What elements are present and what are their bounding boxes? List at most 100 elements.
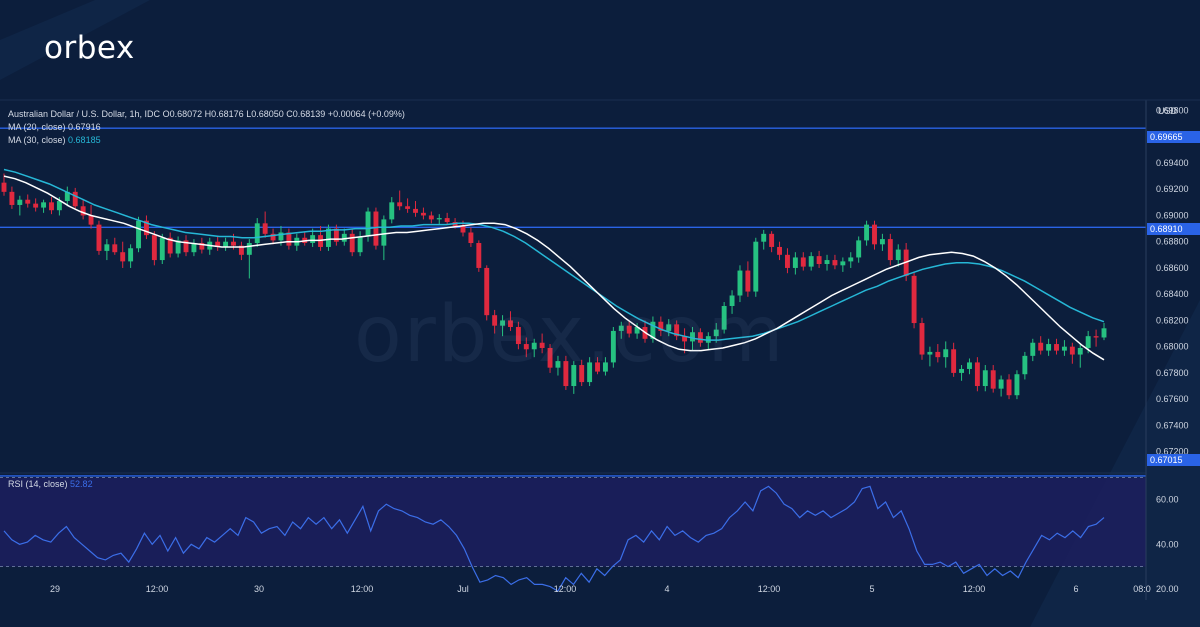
candle-body: [341, 233, 347, 242]
candle-body: [959, 368, 965, 373]
candle-body: [777, 246, 782, 255]
close-value: C0.68139: [286, 109, 326, 119]
price-tick-label: 0.68600: [1156, 263, 1189, 273]
price-tick-label: 0.68200: [1156, 315, 1189, 325]
legend-ma30[interactable]: MA (30, close) 0.68185: [8, 134, 101, 146]
candle-body: [887, 239, 893, 261]
candle-body: [595, 362, 600, 372]
time-tick-label: 12:00: [146, 584, 169, 594]
candle-body: [943, 349, 949, 358]
candle-body: [151, 235, 157, 261]
candle-body: [721, 305, 727, 330]
candle-body: [832, 260, 838, 266]
candle-body: [753, 241, 759, 292]
candle-body: [349, 233, 355, 253]
candle-body: [1054, 344, 1059, 351]
ma20-line: [3, 175, 1105, 361]
candle-body: [96, 224, 102, 251]
currency-label: USD: [1158, 106, 1178, 116]
price-tick-label: 0.68400: [1156, 289, 1189, 299]
candle-body: [9, 191, 15, 205]
candle-body: [697, 332, 703, 343]
candle-body: [333, 228, 339, 242]
candle-body: [982, 370, 988, 387]
candle-body: [618, 325, 624, 331]
legend-ma20[interactable]: MA (20, close) 0.67916: [8, 121, 101, 133]
price-tick-label: 0.67800: [1156, 368, 1189, 378]
candle-body: [864, 224, 870, 241]
legend-rsi[interactable]: RSI (14, close) 52.82: [8, 478, 93, 490]
candle-body: [444, 218, 450, 223]
price-tick-label: 0.69200: [1156, 184, 1189, 194]
candle-body: [571, 365, 577, 387]
candle-body: [1022, 355, 1028, 375]
candle-body: [816, 256, 822, 265]
candle-body: [769, 233, 775, 247]
time-tick-label: 12:00: [963, 584, 986, 594]
candle-body: [761, 233, 767, 242]
candle-body: [531, 342, 537, 350]
candle-body: [610, 330, 616, 363]
price-tick-label: 0.67400: [1156, 420, 1189, 430]
ma30-line: [3, 168, 1105, 341]
candle-body: [492, 315, 498, 326]
open-value: O0.68072: [162, 109, 203, 119]
candle-body: [143, 220, 149, 236]
candle-body: [254, 223, 260, 244]
candle-body: [128, 248, 134, 262]
candle-body: [1, 182, 7, 192]
candle-body: [484, 267, 490, 316]
candle-body: [389, 202, 395, 220]
candle-body: [840, 261, 846, 266]
candle-body: [990, 370, 996, 389]
candle-body: [167, 237, 173, 254]
candle-body: [56, 201, 62, 211]
time-tick-label: 12:00: [351, 584, 374, 594]
candle-body: [515, 326, 521, 345]
candle-body: [436, 218, 442, 220]
candle-body: [808, 256, 814, 267]
candle-body: [64, 191, 70, 202]
candle-body: [824, 260, 830, 265]
candle-body: [1093, 336, 1099, 338]
candle-body: [104, 244, 110, 251]
candle-body: [413, 208, 418, 213]
candle-body: [183, 240, 189, 253]
candle-body: [800, 257, 806, 267]
candle-body: [428, 215, 434, 220]
price-tick-label: 0.67200: [1156, 447, 1189, 457]
candle-body: [468, 232, 474, 244]
candle-body: [587, 362, 593, 383]
candle-body: [310, 235, 316, 244]
candle-body: [1030, 342, 1036, 356]
candle-body: [1038, 342, 1044, 351]
candle-body: [951, 349, 957, 373]
candle-body: [792, 257, 798, 268]
candle-body: [602, 362, 608, 372]
candle-body: [998, 379, 1004, 389]
candle-body: [223, 241, 229, 247]
candle-body: [72, 191, 78, 207]
candle-body: [737, 270, 743, 296]
candle-body: [508, 320, 513, 327]
candle-body: [25, 199, 31, 204]
high-value: H0.68176: [204, 109, 244, 119]
candle-body: [682, 336, 688, 342]
candle-body: [120, 252, 126, 262]
time-tick-label: 30: [254, 584, 264, 594]
candle-body: [626, 325, 632, 334]
candle-body: [919, 323, 925, 355]
rsi-label: RSI (14, close): [8, 479, 68, 489]
rsi-value: 52.82: [70, 479, 93, 489]
price-tick-label: 0.68000: [1156, 342, 1189, 352]
ma30-value: 0.68185: [68, 135, 101, 145]
candle-body: [500, 320, 506, 326]
candle-body: [286, 232, 292, 246]
ma20-value: 0.67916: [68, 122, 101, 132]
low-value: L0.68050: [246, 109, 284, 119]
candle-body: [1101, 328, 1107, 338]
price-tick-label: 0.67600: [1156, 394, 1189, 404]
rsi-tick-label: 40.00: [1156, 539, 1179, 549]
candle-body: [523, 344, 529, 350]
